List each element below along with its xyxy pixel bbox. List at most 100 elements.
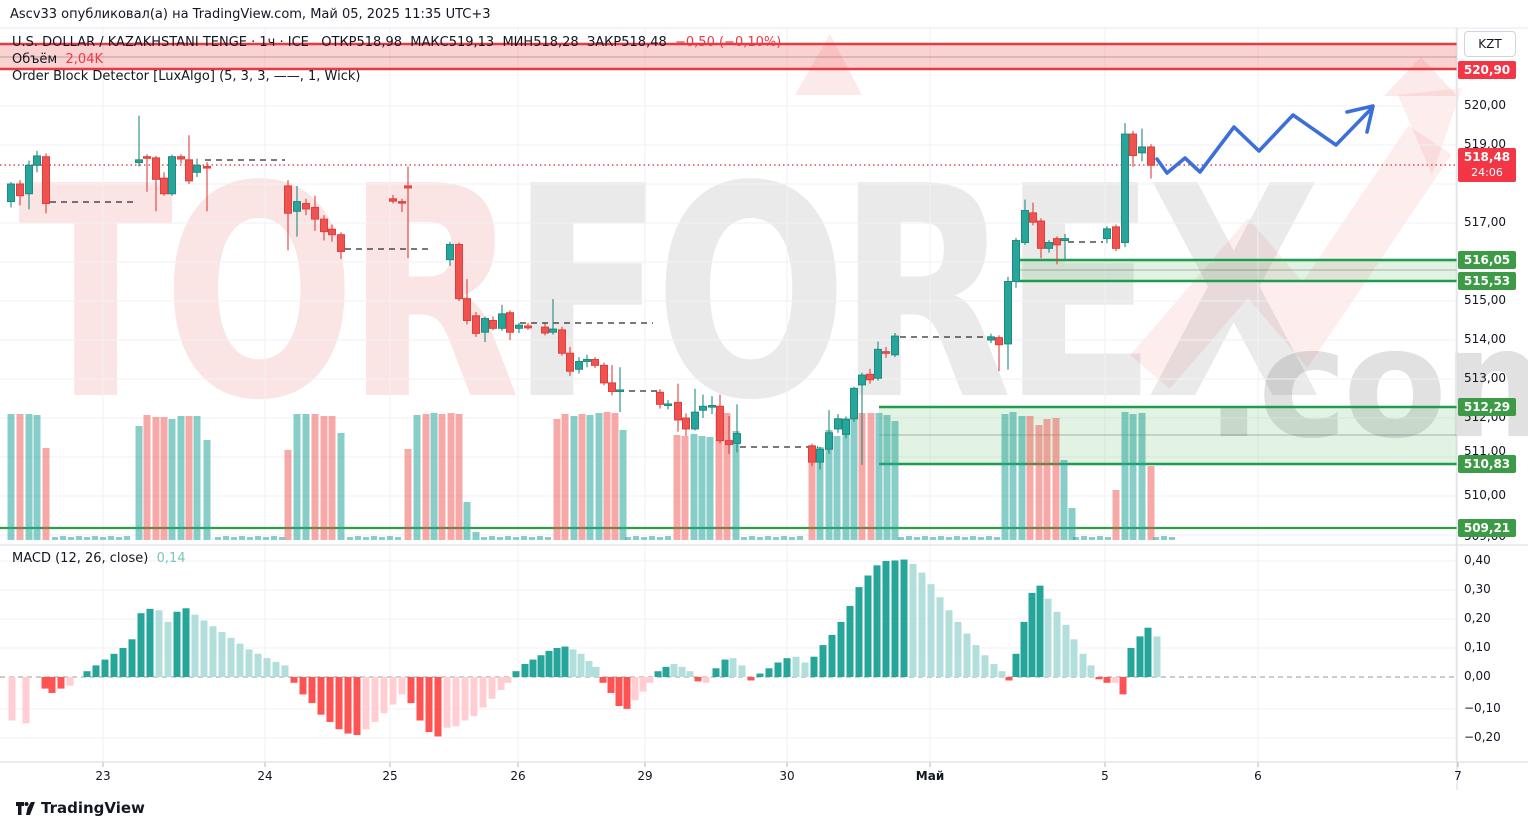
candle-body xyxy=(733,433,741,444)
macd-tick-label: −0,10 xyxy=(1464,701,1501,715)
currency-button[interactable]: KZT xyxy=(1464,31,1516,57)
volume-bar xyxy=(698,436,706,540)
candle-body xyxy=(834,418,842,430)
macd-histogram-bar xyxy=(1020,621,1028,677)
macd-histogram-bar xyxy=(592,666,600,677)
candle-body xyxy=(1045,242,1053,249)
order-block-price-chip: 510,83 xyxy=(1458,455,1516,473)
candle-body xyxy=(608,382,616,392)
macd-histogram-bar xyxy=(855,587,863,677)
macd-legend[interactable]: MACD (12, 26, close) 0,14 xyxy=(12,551,186,566)
volume-bar-small xyxy=(649,536,655,540)
macd-tick-label: 0,20 xyxy=(1464,611,1491,625)
volume-bar xyxy=(561,414,569,540)
price-tick-label: 514,00 xyxy=(1464,332,1506,346)
candle-body xyxy=(446,243,454,261)
time-axis-label: 5 xyxy=(1101,769,1109,783)
volume-bar xyxy=(302,414,310,540)
volume-bar xyxy=(706,437,714,540)
macd-histogram-bar xyxy=(48,677,56,693)
volume-bar-small xyxy=(545,537,551,540)
macd-histogram-bar xyxy=(128,639,136,677)
volume-bar-small xyxy=(76,536,82,540)
volume-bar-small xyxy=(757,537,763,540)
tradingview-logo-icon[interactable] xyxy=(16,800,35,817)
published-line: Ascv33 опубликовал(а) на TradingView.com… xyxy=(10,7,491,22)
volume-bar-small xyxy=(521,536,527,540)
candle-body xyxy=(1004,281,1012,345)
projection-arrow[interactable] xyxy=(1155,107,1373,175)
macd-histogram-bar xyxy=(819,645,827,677)
macd-histogram-bar xyxy=(137,613,145,677)
candle-body xyxy=(472,315,480,334)
volume-bar-small xyxy=(922,536,928,540)
macd-histogram-bar xyxy=(353,677,361,735)
close-value: 518,48 xyxy=(621,35,667,50)
macd-histogram-bar xyxy=(729,658,737,677)
macd-histogram-bar xyxy=(998,671,1006,677)
volume-bar xyxy=(611,413,619,540)
volume-bar-small xyxy=(279,537,285,540)
price-alert-chip: 520,90 xyxy=(1458,61,1516,79)
candle-body xyxy=(42,156,50,204)
volume-bar xyxy=(455,414,463,540)
macd-histogram-bar xyxy=(1053,611,1061,677)
candle-body xyxy=(891,335,899,356)
price-tick-label: 520,00 xyxy=(1464,98,1506,112)
macd-histogram-bar xyxy=(846,605,854,677)
candle-body xyxy=(1121,133,1129,243)
macd-histogram-bar xyxy=(398,677,406,695)
volume-bar xyxy=(1121,412,1129,540)
open-label: ОТКР xyxy=(321,35,357,50)
volume-bar xyxy=(690,434,698,540)
orderblock-legend[interactable]: Order Block Detector [LuxAlgo] (5, 3, 3,… xyxy=(12,69,361,84)
volume-bar-small xyxy=(231,537,237,540)
macd-histogram-bar xyxy=(335,677,343,730)
price-tick-label: 517,00 xyxy=(1464,215,1506,229)
volume-bar xyxy=(883,415,891,540)
volume-bar xyxy=(1018,416,1026,540)
volume-bar-small xyxy=(773,537,779,540)
volume-bar xyxy=(143,415,151,540)
macd-histogram-bar xyxy=(200,620,208,677)
macd-histogram-bar xyxy=(452,677,460,727)
order-block-price-chip: 509,21 xyxy=(1458,519,1516,537)
candle-body xyxy=(293,201,301,212)
projection-arrow-head xyxy=(1345,104,1375,134)
volume-bar-small xyxy=(946,537,952,540)
volume-bar-small xyxy=(108,536,114,540)
volume-bar xyxy=(1147,466,1155,540)
volume-bar-small xyxy=(1081,536,1087,540)
candle-body xyxy=(25,164,33,195)
macd-histogram-bar xyxy=(119,648,127,677)
price-tick-label: 511,00 xyxy=(1464,444,1506,458)
volume-bar-small xyxy=(741,537,747,540)
macd-histogram-bar xyxy=(425,677,433,733)
open-value: 518,98 xyxy=(356,35,403,50)
candle-body xyxy=(152,157,160,180)
candle-body xyxy=(866,373,874,381)
volume-bar xyxy=(320,416,328,540)
tradingview-brand[interactable]: TradingView xyxy=(41,799,145,817)
macd-histogram-bar xyxy=(245,649,253,677)
candle-body xyxy=(16,183,24,197)
macd-histogram-bar xyxy=(765,668,773,677)
macd-histogram-bar xyxy=(1028,592,1036,677)
volume-bar-small xyxy=(781,536,787,540)
candle-body xyxy=(160,177,168,195)
volume-bar-small xyxy=(1153,537,1159,540)
volume-bar xyxy=(152,417,160,540)
volume-bar-small xyxy=(371,536,377,540)
candle-body xyxy=(575,360,583,370)
macd-histogram-bar xyxy=(837,621,845,677)
symbol-legend[interactable]: U.S. DOLLAR / KAZAKHSTANI TENGE · 1ч · I… xyxy=(12,35,781,50)
volume-bar-small xyxy=(914,537,920,540)
candle-body xyxy=(558,329,566,354)
candle-body xyxy=(311,206,319,220)
volume-legend[interactable]: Объём 2,04K xyxy=(12,52,103,67)
macd-histogram-bar xyxy=(963,633,971,677)
volume-bar xyxy=(430,413,438,540)
volume-bar xyxy=(160,417,168,540)
macd-histogram-bar xyxy=(909,563,917,677)
